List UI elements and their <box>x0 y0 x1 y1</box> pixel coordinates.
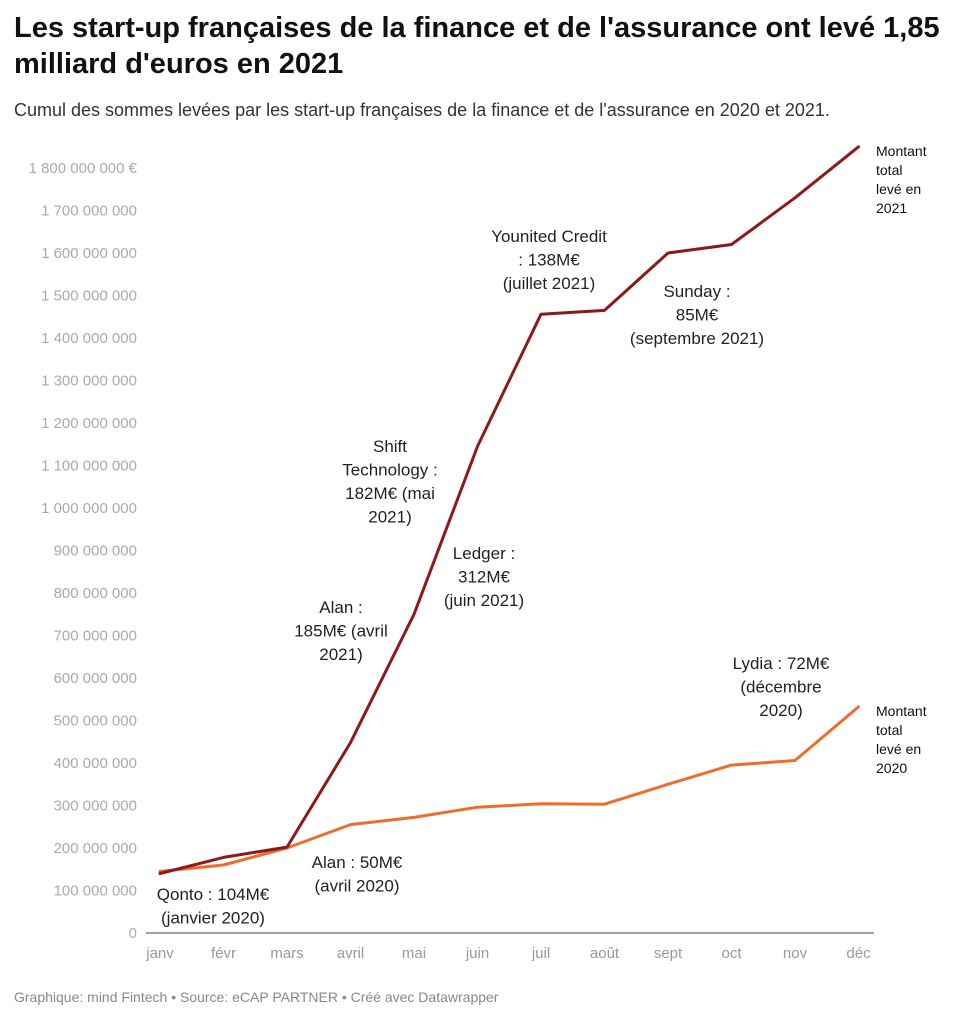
annotation: Lydia : 72M€ (décembre 2020) <box>733 654 830 720</box>
end-label-line: Montant <box>876 703 927 719</box>
line-chart: 0 100 000 000 200 000 000 300 000 000 400 00… <box>29 143 927 962</box>
annotation-line: 2021) <box>319 645 362 664</box>
series-line-2021 <box>158 145 860 875</box>
annotation-line: (septembre 2021) <box>630 329 764 348</box>
end-label-line: levé en <box>876 181 921 197</box>
annotation-line: 2020) <box>759 701 802 720</box>
series-end-label-2021: Montant total levé en 2021 <box>876 143 927 216</box>
end-label-line: levé en <box>876 741 921 757</box>
annotation-line: (juin 2021) <box>444 591 524 610</box>
annotation-line: (décembre <box>740 678 821 697</box>
y-tick-label: 1 500 000 000 <box>41 288 137 305</box>
annotation-line: Shift <box>373 437 407 456</box>
y-tick-label: 0 <box>129 925 137 942</box>
x-tick-label: févr <box>211 945 236 962</box>
annotation: Shift Technology : 182M€ (mai 2021) <box>342 437 437 527</box>
y-tick-label: 1 800 000 000 € <box>29 160 138 177</box>
y-tick-label: 300 000 000 <box>54 798 137 815</box>
y-tick-label: 400 000 000 <box>54 755 137 772</box>
annotation: Sunday : 85M€ (septembre 2021) <box>630 282 764 348</box>
y-axis: 0 100 000 000 200 000 000 300 000 000 400 00… <box>29 160 138 942</box>
series-lines <box>158 145 860 875</box>
annotation-line: Qonto : 104M€ <box>157 885 270 904</box>
annotation: Qonto : 104M€ (janvier 2020) <box>157 885 270 928</box>
annotation-line: (janvier 2020) <box>161 909 265 928</box>
annotation-line: Alan : 50M€ <box>312 853 403 872</box>
y-tick-label: 700 000 000 <box>54 628 137 645</box>
annotation-line: : 138M€ <box>518 251 580 270</box>
annotation: Alan : 50M€ (avril 2020) <box>312 853 403 896</box>
annotation-line: Lydia : 72M€ <box>733 654 830 673</box>
x-tick-label: janv <box>145 945 174 962</box>
x-tick-label: sept <box>654 945 683 962</box>
y-tick-label: 100 000 000 <box>54 883 137 900</box>
y-tick-label: 1 000 000 000 <box>41 500 137 517</box>
annotation-line: Sunday : <box>663 282 730 301</box>
x-tick-label: avril <box>337 945 365 962</box>
y-tick-label: 200 000 000 <box>54 840 137 857</box>
annotation-line: 85M€ <box>676 306 719 325</box>
x-tick-label: oct <box>721 945 742 962</box>
end-label-line: 2020 <box>876 760 907 776</box>
x-tick-label: mars <box>270 945 303 962</box>
y-tick-label: 1 300 000 000 <box>41 373 137 390</box>
chart-footer: Graphique: mind Fintech • Source: eCAP P… <box>14 989 499 1005</box>
annotation-line: 312M€ <box>458 568 511 587</box>
x-tick-label: juin <box>465 945 489 962</box>
x-tick-label: mai <box>402 945 426 962</box>
annotation: Ledger : 312M€ (juin 2021) <box>444 544 524 610</box>
y-tick-label: 900 000 000 <box>54 543 137 560</box>
series-line-2020 <box>158 705 860 873</box>
annotation-line: Younited Credit <box>491 227 607 246</box>
y-tick-label: 1 700 000 000 <box>41 203 137 220</box>
annotation-line: Technology : <box>342 461 437 480</box>
y-tick-label: 500 000 000 <box>54 713 137 730</box>
y-tick-label: 1 200 000 000 <box>41 415 137 432</box>
annotation-line: (juillet 2021) <box>503 274 596 293</box>
x-tick-label: juil <box>531 945 550 962</box>
annotation-line: 182M€ (mai <box>345 484 435 503</box>
chart-title: Les start-up françaises de la finance et… <box>14 12 940 80</box>
series-end-label-2020: Montant total levé en 2020 <box>876 703 927 776</box>
end-label-line: total <box>876 722 902 738</box>
end-label-line: Montant <box>876 143 927 159</box>
annotation-line: 2021) <box>368 508 411 527</box>
annotation-line: 185M€ (avril <box>294 622 388 641</box>
annotation-line: Alan : <box>319 598 362 617</box>
annotations: Qonto : 104M€ (janvier 2020) Alan : 50M€ (a… <box>157 227 830 928</box>
y-tick-label: 1 600 000 000 <box>41 245 137 262</box>
annotation: Alan : 185M€ (avril 2021) <box>294 598 388 664</box>
annotation: Younited Credit : 138M€ (juillet 2021) <box>491 227 607 293</box>
end-label-line: 2021 <box>876 200 907 216</box>
y-tick-label: 800 000 000 <box>54 585 137 602</box>
y-tick-label: 600 000 000 <box>54 670 137 687</box>
y-tick-label: 1 400 000 000 <box>41 330 137 347</box>
end-labels: Montant total levé en 2021 Montant total levé … <box>876 143 927 776</box>
x-axis: janv févr mars avril mai juin juil août sept oct n… <box>145 932 874 962</box>
end-label-line: total <box>876 162 902 178</box>
annotation-line: (avril 2020) <box>314 877 399 896</box>
x-tick-label: nov <box>783 945 808 962</box>
chart-subtitle: Cumul des sommes levées par les start-up… <box>14 100 830 120</box>
annotation-line: Ledger : <box>453 544 515 563</box>
x-tick-label: août <box>590 945 620 962</box>
x-tick-label: déc <box>846 945 871 962</box>
y-tick-label: 1 100 000 000 <box>41 458 137 475</box>
